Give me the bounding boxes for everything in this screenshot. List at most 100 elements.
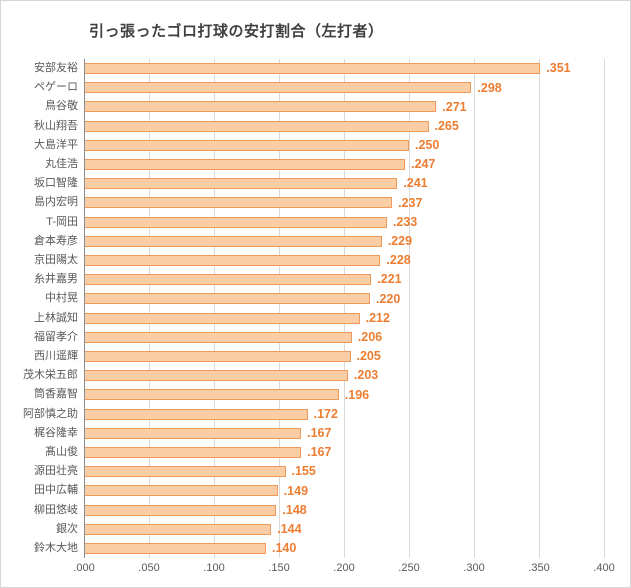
- category-label: 島内宏明: [34, 196, 78, 209]
- category-label: 筒香嘉智: [34, 388, 78, 401]
- category-label: 大島洋平: [34, 138, 78, 151]
- category-label: ペゲーロ: [34, 81, 78, 94]
- bar-梶谷隆幸[interactable]: [84, 427, 302, 439]
- data-label: .241: [403, 176, 428, 191]
- data-label: .144: [277, 521, 302, 536]
- chart-title: 引っ張ったゴロ打球の安打割合（左打者）: [89, 23, 384, 40]
- bar-島内宏明[interactable]: [84, 197, 393, 209]
- bar-糸井嘉男[interactable]: [84, 274, 372, 286]
- bar-row: .167: [84, 443, 604, 462]
- bar-row: .205: [84, 347, 604, 366]
- bar-福留孝介[interactable]: [84, 331, 352, 343]
- category-label: 阿部慎之助: [23, 407, 78, 420]
- category-label: 西川遥輝: [34, 349, 78, 362]
- data-label: .229: [387, 234, 413, 249]
- category-label: 丸佳浩: [45, 158, 78, 171]
- data-label: .140: [272, 541, 297, 556]
- bar-西川遥輝[interactable]: [84, 350, 351, 362]
- gridline: [539, 59, 540, 558]
- category-label: 銀次: [56, 522, 78, 535]
- bar-row: .140: [84, 539, 604, 558]
- bar-髙山俊[interactable]: [84, 446, 302, 458]
- bar-茂木栄五郎[interactable]: [84, 370, 348, 382]
- bar-row: .149: [84, 481, 604, 500]
- gridline: [344, 59, 345, 558]
- value-axis-labels: .000 .050 .100 .150 .200 .250 .300 .350 .400: [1, 563, 630, 579]
- category-label: 倉本寿彦: [34, 234, 78, 247]
- bar-鳥谷敬[interactable]: [84, 101, 437, 113]
- bar-鈴木大地[interactable]: [84, 542, 266, 554]
- data-label: .221: [377, 272, 402, 287]
- data-label: .196: [344, 387, 370, 402]
- bar-ペゲーロ[interactable]: [84, 82, 472, 94]
- bar-row: .220: [84, 289, 604, 308]
- bar-筒香嘉智[interactable]: [84, 389, 339, 401]
- data-label: .271: [442, 99, 467, 114]
- bar-源田壮亮[interactable]: [84, 466, 286, 478]
- category-label: 安部友裕: [34, 62, 78, 75]
- data-label: .206: [357, 330, 383, 345]
- data-label: .167: [307, 425, 332, 440]
- data-label: .298: [477, 80, 502, 95]
- category-axis-labels: 安部友裕 ペゲーロ 鳥谷敬 秋山翔吾 大島洋平 丸佳浩 坂口智隆 島内宏明 T-岡田 倉本寿彦 京田…: [1, 59, 78, 558]
- data-label: .237: [398, 195, 423, 210]
- data-label: .203: [353, 368, 379, 383]
- bar-row: .229: [84, 232, 604, 251]
- gridline: [214, 59, 215, 558]
- bar-row: .206: [84, 328, 604, 347]
- category-label: 鈴木大地: [34, 541, 78, 554]
- bar-田中広輔[interactable]: [84, 485, 278, 497]
- bar-阿部慎之助[interactable]: [84, 408, 308, 420]
- x-tick-label: .400: [593, 562, 615, 574]
- category-label: 梶谷隆幸: [34, 426, 78, 439]
- bar-銀次[interactable]: [84, 523, 272, 535]
- x-tick-label: .200: [333, 562, 355, 574]
- x-tick-label: .100: [203, 562, 225, 574]
- plot-area: .351 .298 .271 .265 .250 .247 .241 .237 .233 .229…: [84, 59, 605, 558]
- bar-上林誠知[interactable]: [84, 312, 360, 324]
- bar-row: .237: [84, 193, 604, 212]
- data-label: .155: [291, 464, 316, 479]
- category-label: 糸井嘉男: [34, 273, 78, 286]
- data-label: .220: [376, 291, 401, 306]
- data-label: .172: [313, 406, 338, 421]
- bar-中村晃[interactable]: [84, 293, 370, 305]
- data-label: .148: [282, 502, 307, 517]
- bar-坂口智隆[interactable]: [84, 178, 398, 190]
- bar-row: .265: [84, 117, 604, 136]
- bar-京田陽太[interactable]: [84, 255, 381, 267]
- category-label: 髙山俊: [45, 445, 78, 458]
- bar-大島洋平[interactable]: [84, 139, 409, 151]
- bar-row: .196: [84, 385, 604, 404]
- bar-T-岡田[interactable]: [84, 216, 387, 228]
- category-label: 上林誠知: [34, 311, 78, 324]
- data-label: .233: [392, 214, 418, 229]
- bar-安部友裕[interactable]: [84, 63, 541, 75]
- x-tick-label: .300: [463, 562, 485, 574]
- bar-row: .233: [84, 213, 604, 232]
- data-label: .228: [386, 253, 411, 268]
- x-tick-label: .350: [528, 562, 550, 574]
- bar-row: .144: [84, 520, 604, 539]
- gridline: [604, 59, 605, 558]
- data-label: .351: [546, 61, 571, 76]
- bar-row: .155: [84, 462, 604, 481]
- x-tick-label: .250: [398, 562, 420, 574]
- bar-倉本寿彦[interactable]: [84, 235, 382, 247]
- gridline: [474, 59, 475, 558]
- data-label: .212: [365, 310, 390, 325]
- bar-柳田悠岐[interactable]: [84, 504, 277, 516]
- bar-row: .351: [84, 59, 604, 78]
- bar-丸佳浩[interactable]: [84, 159, 406, 171]
- bar-秋山翔吾[interactable]: [84, 120, 429, 132]
- bar-row: .203: [84, 366, 604, 385]
- bar-row: .298: [84, 78, 604, 97]
- category-label: T-岡田: [46, 215, 78, 228]
- bar-row: .221: [84, 270, 604, 289]
- y-axis-line: [84, 59, 85, 558]
- data-label: .167: [307, 445, 332, 460]
- gridline: [409, 59, 410, 558]
- bar-row: .250: [84, 136, 604, 155]
- category-label: 秋山翔吾: [34, 119, 78, 132]
